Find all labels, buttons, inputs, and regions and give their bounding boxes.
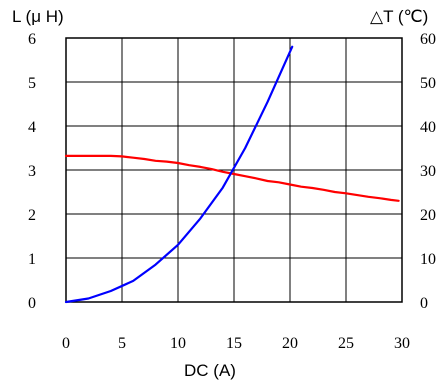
y-left-tick-label: 0 (28, 295, 36, 312)
y-right-tick-label: 40 (420, 119, 436, 136)
series-layer (64, 45, 400, 304)
x-tick-label: 20 (282, 335, 298, 352)
x-tick-label: 0 (62, 335, 70, 352)
grid (66, 38, 402, 302)
y-right-tick-label: 0 (420, 295, 428, 312)
left-axis-title: L (μ H) (12, 7, 64, 26)
y-left-tick-label: 6 (28, 31, 36, 48)
right-axis-title: △T (℃) (370, 7, 428, 26)
y-right-tick-label: 60 (420, 31, 436, 48)
x-tick-label: 5 (118, 335, 126, 352)
y-left-tick-label: 2 (28, 207, 36, 224)
inductance-line (64, 154, 400, 202)
x-axis-title: DC (A) (184, 361, 236, 380)
y-left-tick-label: 4 (28, 119, 36, 136)
x-tick-label: 25 (338, 335, 354, 352)
y-right-tick-label: 10 (420, 251, 436, 268)
x-tick-label: 10 (170, 335, 186, 352)
y-right-tick-label: 50 (420, 75, 436, 92)
y-left-tick-label: 1 (28, 251, 36, 268)
x-tick-label: 15 (226, 335, 242, 352)
temperature-rise-line (64, 45, 294, 304)
x-tick-label: 30 (394, 335, 410, 352)
y-right-tick-label: 30 (420, 163, 436, 180)
y-left-tick-label: 3 (28, 163, 36, 180)
y-right-tick-label: 20 (420, 207, 436, 224)
y-left-tick-label: 5 (28, 75, 36, 92)
